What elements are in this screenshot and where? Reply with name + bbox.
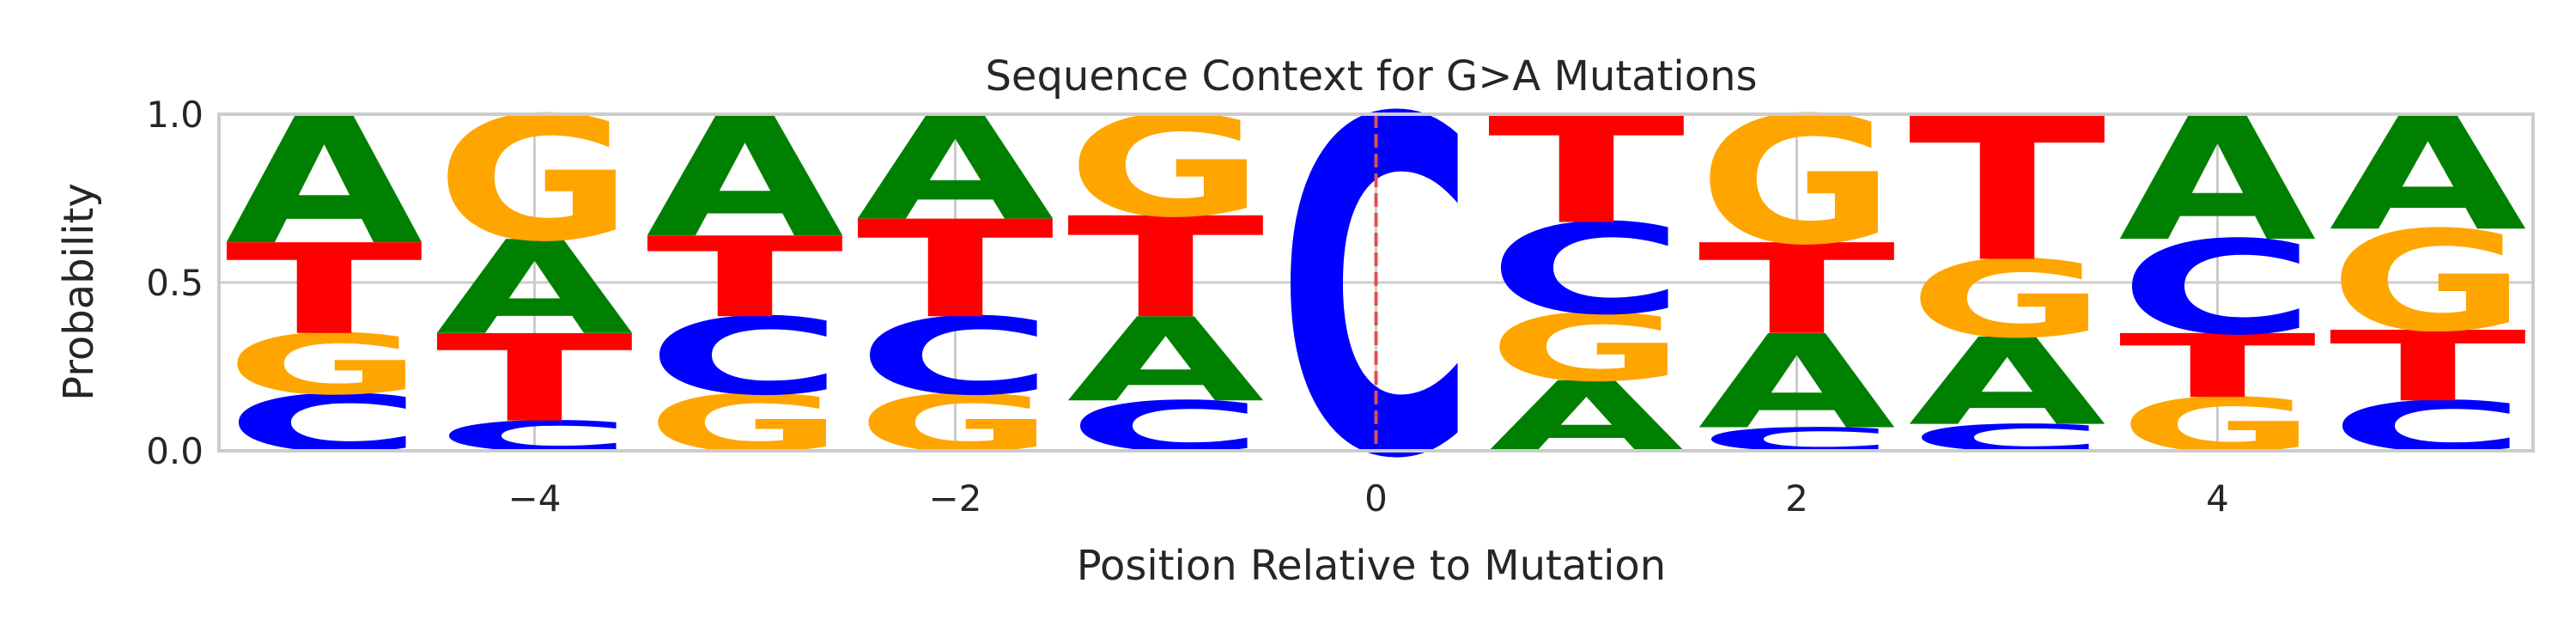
x-tick-label: 2	[1785, 477, 1808, 519]
x-axis-label: Position Relative to Mutation	[1077, 542, 1666, 590]
logo-letter-g: G	[1066, 87, 1264, 247]
logo-letter-g: G	[435, 81, 633, 279]
y-tick-label: 0.5	[146, 262, 204, 304]
logo-letter-a: A	[2118, 80, 2316, 279]
logo-letter-g: G	[1698, 79, 1895, 283]
y-tick-label: 0.0	[146, 430, 204, 472]
logo-letter-a: A	[856, 86, 1054, 252]
logo-letter-a: A	[2329, 84, 2526, 266]
logo-letter-a: A	[646, 82, 843, 275]
logo-letter-t: T	[1487, 85, 1686, 257]
logo-letter-t: T	[1908, 76, 2107, 306]
y-axis-label: Probability	[55, 183, 103, 401]
x-tick-label: −2	[929, 477, 982, 519]
logo-letter-a: A	[225, 80, 422, 284]
x-tick-label: 4	[2206, 477, 2229, 519]
y-tick-label: 1.0	[146, 94, 204, 136]
x-tick-label: −4	[508, 477, 562, 519]
chart-title: Sequence Context for G>A Mutations	[985, 52, 1757, 100]
x-tick-label: 0	[1364, 477, 1388, 519]
